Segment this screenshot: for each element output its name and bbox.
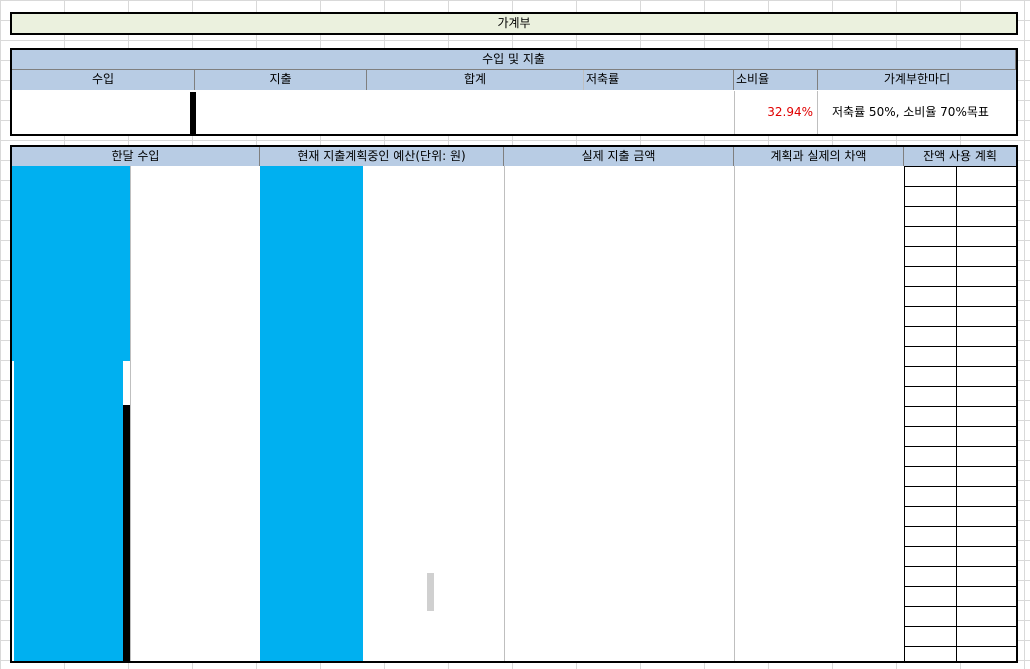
col-header: 가계부한마디 bbox=[818, 70, 1016, 90]
comment: 저축률 50%, 소비율 70%목표 bbox=[832, 105, 989, 119]
col-header: 한달 수입 bbox=[12, 147, 260, 166]
col-header: 잔액 사용 계획 bbox=[904, 147, 1016, 166]
col-header: 수입 bbox=[12, 70, 195, 90]
col-header: 합계 bbox=[367, 70, 584, 90]
income-column bbox=[14, 361, 123, 661]
title: 가계부 bbox=[497, 16, 531, 30]
masked-cell bbox=[190, 92, 196, 134]
col-header: 소비율 bbox=[734, 70, 818, 90]
summary-box: 수입 및 지출 수입 지출 합계 저축률 소비율 가계부한마디 32.94% 저… bbox=[10, 48, 1018, 136]
col-header: 지출 bbox=[195, 70, 367, 90]
col-header: 저축률 bbox=[584, 70, 734, 90]
col-header: 실제 지출 금액 bbox=[504, 147, 734, 166]
budget-column bbox=[260, 166, 363, 661]
plan-grid bbox=[905, 166, 1016, 661]
col-header: 현재 지출계획중인 예산(단위: 원) bbox=[260, 147, 504, 166]
divider bbox=[904, 166, 905, 661]
consumption-rate: 32.94% bbox=[734, 91, 818, 134]
masked-cell bbox=[123, 405, 130, 661]
divider bbox=[130, 166, 131, 661]
scroll-mark bbox=[427, 573, 434, 611]
divider bbox=[734, 166, 735, 661]
summary-title: 수입 및 지출 bbox=[12, 50, 1016, 70]
title-bar: 가계부 bbox=[10, 12, 1018, 35]
divider bbox=[504, 166, 505, 661]
detail-box: 한달 수입 현재 지출계획중인 예산(단위: 원) 실제 지출 금액 계획과 실… bbox=[10, 145, 1018, 663]
col-header: 계획과 실제의 차액 bbox=[734, 147, 904, 166]
income-column bbox=[12, 166, 130, 361]
